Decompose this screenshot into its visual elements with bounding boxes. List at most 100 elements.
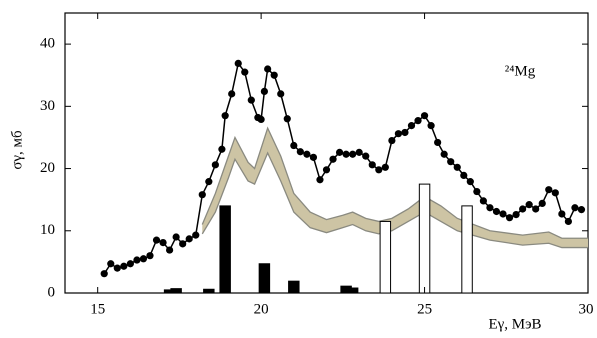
data-point [401,128,409,137]
data-point [316,176,324,184]
data-point [388,136,396,145]
data-point [460,171,468,179]
data-point [322,166,331,174]
data-point [185,235,193,243]
data-point [368,161,376,169]
data-point [260,87,268,95]
data-point [492,207,501,216]
data-point [100,270,108,278]
data-point [479,197,487,205]
bar [258,263,271,294]
data-point [558,210,566,218]
y-tick-label: 20 [40,160,55,176]
data-point [375,166,383,174]
band-upper [201,126,588,239]
data-point [228,90,236,98]
data-point [198,191,206,199]
data-point [519,205,527,213]
data-point [329,155,337,163]
data-point [420,112,429,120]
data-point [218,145,226,153]
data-point [499,210,507,218]
bar [418,183,431,294]
data-point [290,141,298,150]
data-point [120,262,128,270]
data-point [152,236,161,244]
data-point [414,117,422,125]
data-point [241,68,249,76]
data-point [205,178,213,186]
data-point [264,65,272,73]
data-point [551,189,559,197]
data-point [466,178,474,186]
bar [379,220,392,294]
data-point [192,231,200,239]
data-point [270,71,278,79]
data-point [221,112,229,120]
data-point [247,96,255,104]
data-point [296,148,304,156]
data-point [139,255,148,263]
annotation: ²⁴Mg [505,63,536,79]
x-tick-label: 15 [90,301,105,317]
data-point [113,264,121,272]
y-tick-label: 40 [40,36,55,52]
y-tick-label: 0 [48,284,56,300]
data-point [133,256,141,264]
data-point [434,138,442,147]
bar [170,288,182,294]
data-point [394,130,403,138]
bar [288,280,300,294]
plot-frame [64,12,589,294]
data-point [179,240,187,248]
band-area [202,128,588,248]
x-tick-label: 20 [254,301,269,317]
data-point [146,252,154,260]
data-point [571,204,579,212]
data-point [427,122,435,130]
x-axis-label: Eγ, МэВ [488,316,541,332]
data-point [107,260,115,268]
data-point [512,211,520,219]
data-point [303,150,311,158]
data-point [545,186,553,194]
x-tick-label: 30 [579,301,594,317]
data-point [309,153,318,161]
bar [461,205,473,294]
bar [346,287,359,294]
data-point [277,90,285,98]
data-point [211,161,219,169]
data-point [453,163,461,171]
data-point [564,217,572,226]
data-point [362,152,370,160]
data-point [283,115,291,123]
data-point [447,158,455,166]
data-point [159,239,167,247]
data-point [577,206,586,214]
data-point [407,122,416,130]
data-point [505,214,514,222]
data-point [349,150,357,158]
data-point [335,148,344,156]
data-point [525,201,533,209]
y-tick-label: 10 [40,222,55,238]
data-point [473,187,481,196]
data-point [532,205,540,213]
data-point [126,260,134,268]
data-point [355,148,363,156]
data-point [486,204,494,212]
y-axis-label: σγ, мб [9,130,25,170]
data-point [166,246,174,254]
x-tick-label: 25 [417,301,432,317]
data-point [538,199,546,207]
data-point [234,59,242,67]
bar [203,288,215,294]
data-point [342,150,350,158]
data-point [440,150,448,158]
bar [219,205,231,294]
data-point [257,115,265,123]
data-point [172,233,180,241]
band-lower [201,151,588,249]
data-point [381,163,389,171]
